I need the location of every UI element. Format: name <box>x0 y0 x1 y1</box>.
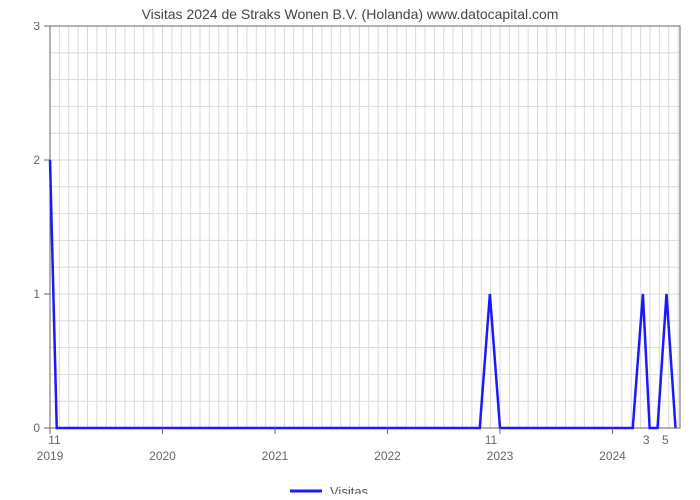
y-tick-label: 1 <box>33 287 40 301</box>
x-tick-label: 2019 <box>37 449 64 463</box>
x-tick-label: 2022 <box>374 449 401 463</box>
visits-line-chart: 0123201920202021202220232024111135Visita… <box>0 22 700 494</box>
y-tick-label: 0 <box>33 421 40 435</box>
x-aux-label: 3 <box>643 433 650 447</box>
y-tick-label: 3 <box>33 22 40 33</box>
chart-title-url: www.datocapital.com <box>427 6 559 22</box>
legend-swatch <box>290 490 322 493</box>
x-aux-label: 11 <box>48 433 61 447</box>
x-aux-label: 5 <box>662 433 669 447</box>
legend-label: Visitas <box>330 484 369 494</box>
x-tick-label: 2024 <box>599 449 626 463</box>
x-aux-label: 11 <box>485 433 498 447</box>
chart-title: Visitas 2024 de Straks Wonen B.V. (Holan… <box>0 0 700 22</box>
x-tick-label: 2023 <box>487 449 514 463</box>
chart-title-text: Visitas 2024 de Straks Wonen B.V. (Holan… <box>142 6 427 22</box>
x-tick-label: 2020 <box>149 449 176 463</box>
x-tick-label: 2021 <box>262 449 289 463</box>
y-tick-label: 2 <box>33 153 40 167</box>
